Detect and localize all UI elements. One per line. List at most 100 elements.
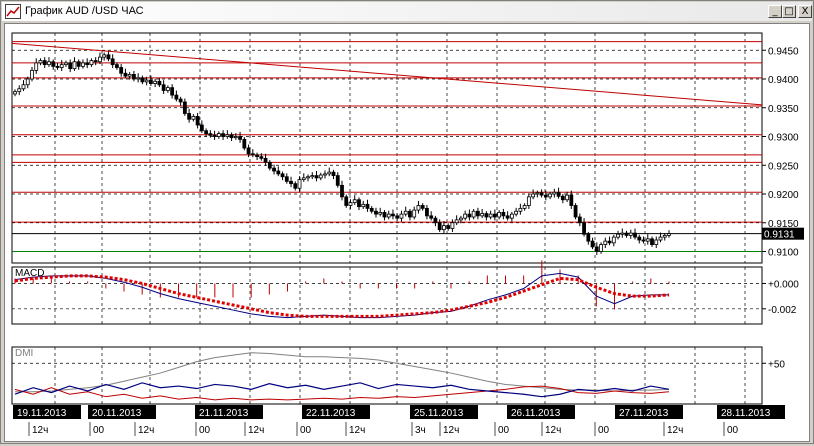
candle[interactable] bbox=[64, 62, 68, 66]
candle[interactable] bbox=[182, 101, 187, 114]
candle[interactable] bbox=[658, 236, 663, 241]
candle[interactable] bbox=[569, 194, 574, 206]
candle[interactable] bbox=[480, 213, 485, 217]
candle[interactable] bbox=[420, 205, 425, 209]
candle[interactable] bbox=[221, 133, 225, 137]
candle[interactable] bbox=[467, 213, 472, 218]
candle[interactable] bbox=[242, 138, 247, 149]
candle[interactable] bbox=[454, 219, 459, 224]
candle[interactable] bbox=[297, 179, 302, 189]
candle[interactable] bbox=[76, 61, 81, 67]
candle[interactable] bbox=[47, 61, 51, 66]
candle[interactable] bbox=[667, 233, 671, 236]
candle[interactable] bbox=[620, 232, 625, 235]
candle[interactable] bbox=[586, 233, 591, 242]
candle[interactable] bbox=[556, 191, 561, 197]
candle[interactable] bbox=[539, 192, 544, 196]
candle[interactable] bbox=[382, 211, 387, 218]
candle[interactable] bbox=[637, 236, 642, 241]
candle[interactable] bbox=[641, 239, 646, 242]
candle[interactable] bbox=[497, 211, 502, 218]
candle[interactable] bbox=[607, 240, 612, 244]
candle[interactable] bbox=[650, 238, 654, 246]
candle[interactable] bbox=[357, 199, 361, 208]
candle[interactable] bbox=[229, 134, 234, 139]
candle[interactable] bbox=[17, 88, 22, 93]
chart-area[interactable]: 0.9450 0.9400 0.9350 0.9300 0.9250 0.9200 0.91… bbox=[4, 23, 810, 442]
candle[interactable] bbox=[93, 60, 98, 63]
trend-line[interactable] bbox=[11, 42, 763, 106]
candle[interactable] bbox=[21, 84, 26, 90]
candle[interactable] bbox=[144, 79, 149, 83]
candle[interactable] bbox=[246, 147, 251, 155]
candle[interactable] bbox=[331, 171, 336, 176]
candle[interactable] bbox=[488, 213, 493, 218]
title-bar[interactable]: График AUD /USD ЧАС _ □ X bbox=[2, 2, 812, 21]
candle[interactable] bbox=[543, 194, 548, 198]
candle[interactable] bbox=[30, 69, 34, 80]
candle[interactable] bbox=[509, 213, 514, 219]
candle[interactable] bbox=[484, 213, 489, 218]
candle[interactable] bbox=[81, 62, 85, 67]
macd-signal-line[interactable] bbox=[14, 274, 670, 318]
candle[interactable] bbox=[662, 234, 667, 238]
candle[interactable] bbox=[425, 207, 429, 217]
candle[interactable] bbox=[603, 240, 608, 245]
candle[interactable] bbox=[582, 222, 586, 235]
candle[interactable] bbox=[450, 222, 455, 229]
candle[interactable] bbox=[306, 176, 310, 179]
candle[interactable] bbox=[505, 215, 510, 219]
candle[interactable] bbox=[624, 232, 629, 236]
candle[interactable] bbox=[34, 62, 39, 71]
candle[interactable] bbox=[272, 167, 276, 172]
candle[interactable] bbox=[590, 240, 595, 248]
candle[interactable] bbox=[136, 77, 141, 80]
candle[interactable] bbox=[365, 203, 370, 209]
candle[interactable] bbox=[127, 74, 132, 77]
candle[interactable] bbox=[225, 134, 230, 137]
candle[interactable] bbox=[174, 94, 179, 100]
candle[interactable] bbox=[68, 62, 73, 70]
candle[interactable] bbox=[318, 174, 323, 179]
candle[interactable] bbox=[178, 98, 183, 103]
candle[interactable] bbox=[645, 238, 650, 242]
dmi-adx-line[interactable] bbox=[15, 352, 670, 393]
candle[interactable] bbox=[403, 210, 408, 215]
candle[interactable] bbox=[391, 213, 395, 217]
candle[interactable] bbox=[98, 56, 102, 63]
candle[interactable] bbox=[13, 91, 17, 95]
candle[interactable] bbox=[148, 79, 153, 85]
candle[interactable] bbox=[199, 124, 204, 132]
candle[interactable] bbox=[72, 61, 77, 70]
candle[interactable] bbox=[212, 134, 217, 137]
candle[interactable] bbox=[89, 60, 94, 66]
dmi-plus-di-line[interactable] bbox=[14, 385, 670, 401]
candle[interactable] bbox=[437, 222, 442, 231]
candle[interactable] bbox=[577, 216, 582, 224]
candle[interactable] bbox=[552, 191, 557, 195]
candle[interactable] bbox=[378, 211, 383, 215]
candle[interactable] bbox=[314, 175, 319, 179]
candle[interactable] bbox=[344, 196, 349, 206]
candle[interactable] bbox=[276, 170, 281, 175]
candle[interactable] bbox=[25, 78, 30, 86]
candle[interactable] bbox=[102, 54, 107, 58]
candle[interactable] bbox=[238, 136, 242, 140]
candle[interactable] bbox=[369, 207, 374, 212]
candle[interactable] bbox=[492, 213, 497, 218]
candle[interactable] bbox=[106, 54, 111, 60]
candle[interactable] bbox=[374, 210, 378, 215]
candle[interactable] bbox=[289, 180, 293, 185]
candle[interactable] bbox=[599, 244, 603, 252]
candle[interactable] bbox=[446, 225, 451, 229]
candle[interactable] bbox=[340, 184, 344, 198]
candle[interactable] bbox=[633, 232, 637, 238]
candle[interactable] bbox=[195, 115, 200, 126]
candle[interactable] bbox=[531, 193, 536, 198]
chart-canvas[interactable]: 0.9450 0.9400 0.9350 0.9300 0.9250 0.9200 0.91… bbox=[5, 24, 809, 441]
candle[interactable] bbox=[216, 133, 221, 137]
candle[interactable] bbox=[335, 175, 340, 186]
close-button[interactable]: X bbox=[798, 5, 812, 18]
candle[interactable] bbox=[301, 177, 306, 181]
candle[interactable] bbox=[471, 210, 476, 218]
